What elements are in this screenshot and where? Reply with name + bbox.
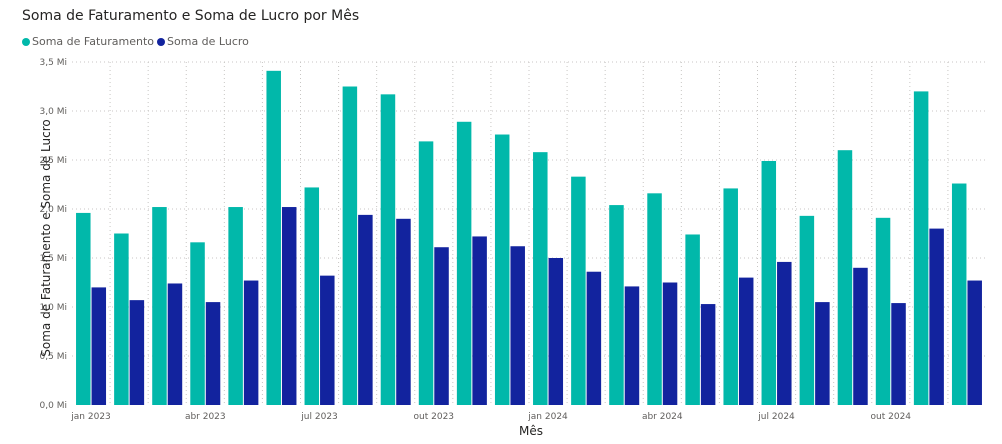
bar-lucro[interactable] [320,275,335,405]
bar-lucro[interactable] [205,302,221,405]
chart-title: Soma de Faturamento e Soma de Lucro por … [22,8,360,24]
legend-marker-faturamento [22,37,30,46]
y-tick-label: 2,5 Mi [40,156,67,166]
legend-item-faturamento[interactable]: Soma de Faturamento [22,35,154,48]
bar-faturamento[interactable] [114,233,129,406]
bar-lucro[interactable] [853,267,868,405]
y-tick-label: 0,5 Mi [40,352,67,362]
bar-faturamento[interactable] [647,193,662,405]
y-tick-label: 3,5 Mi [40,58,67,68]
bar-lucro[interactable] [586,271,602,405]
bar-lucro[interactable] [777,261,792,405]
legend-item-lucro[interactable]: Soma de Lucro [157,35,249,48]
legend-marker-lucro [157,37,166,46]
bar-faturamento[interactable] [418,141,434,405]
x-tick-label: abr 2023 [185,412,226,422]
y-axis-ticks: 0,0 Mi 0,5 Mi 1,0 Mi 1,5 Mi 2,0 Mi 2,5 Mi 3,0 … [40,58,67,411]
bar-lucro[interactable] [129,300,145,405]
bar-faturamento[interactable] [304,187,320,405]
x-axis-title: Mês [519,424,543,438]
bar-faturamento[interactable] [571,176,586,405]
y-tick-label: 0,0 Mi [40,401,67,411]
bar-lucro[interactable] [243,280,259,405]
bar-faturamento[interactable] [723,188,738,405]
y-axis-title: Soma de Faturamento e Soma de Lucro [39,119,53,356]
legend-label-faturamento: Soma de Faturamento [32,35,155,48]
x-tick-label: jan 2023 [70,412,111,422]
bar-lucro[interactable] [281,207,297,405]
bar-faturamento[interactable] [380,94,396,405]
x-tick-label: abr 2024 [642,412,683,422]
legend-label-lucro: Soma de Lucro [167,35,249,48]
bar-lucro[interactable] [434,247,449,405]
x-tick-label: out 2024 [871,412,912,422]
bar-lucro[interactable] [815,302,830,405]
bar-lucro[interactable] [662,282,678,406]
bar-lucro[interactable] [548,258,564,405]
bar-lucro[interactable] [396,218,411,405]
chart-legend: Soma de Faturamento Soma de Lucro [22,35,252,48]
gridlines [72,61,986,405]
x-tick-label: jul 2024 [757,412,795,422]
bar-lucro[interactable] [472,236,487,405]
bar-lucro[interactable] [967,280,982,405]
bar-lucro[interactable] [510,246,525,405]
bar-lucro[interactable] [700,304,716,405]
bar-faturamento[interactable] [533,152,548,405]
bar-faturamento[interactable] [152,207,167,405]
y-tick-label: 3,0 Mi [40,107,67,117]
bar-faturamento[interactable] [837,150,853,405]
bar-lucro[interactable] [624,286,640,405]
bar-lucro[interactable] [358,214,373,405]
bar-faturamento[interactable] [76,212,91,405]
bars [76,70,982,406]
bar-faturamento[interactable] [494,134,510,405]
bar-faturamento[interactable] [456,121,472,405]
bar-faturamento[interactable] [951,183,967,405]
x-axis-ticks: jan 2023 abr 2023 jul 2023 out 2023 jan 2024… [70,412,911,422]
y-tick-label: 1,0 Mi [40,303,67,313]
x-tick-label: jan 2024 [527,412,568,422]
x-tick-label: jul 2023 [300,412,337,422]
bar-faturamento[interactable] [190,242,205,405]
bar-lucro[interactable] [738,277,754,405]
bar-faturamento[interactable] [342,86,358,406]
bar-lucro[interactable] [167,283,183,405]
y-tick-label: 2,0 Mi [40,205,67,215]
bar-faturamento[interactable] [228,207,243,405]
bar-faturamento[interactable] [875,217,891,405]
bar-faturamento[interactable] [913,91,929,406]
y-tick-label: 1,5 Mi [40,254,67,264]
bar-faturamento[interactable] [799,215,815,405]
bar-faturamento[interactable] [685,234,700,405]
bar-lucro[interactable] [91,287,107,405]
bar-faturamento[interactable] [266,70,281,405]
bar-lucro[interactable] [929,228,944,405]
bar-lucro[interactable] [891,303,906,405]
bar-faturamento[interactable] [761,160,777,405]
x-tick-label: out 2023 [414,412,455,422]
bar-faturamento[interactable] [609,205,624,405]
